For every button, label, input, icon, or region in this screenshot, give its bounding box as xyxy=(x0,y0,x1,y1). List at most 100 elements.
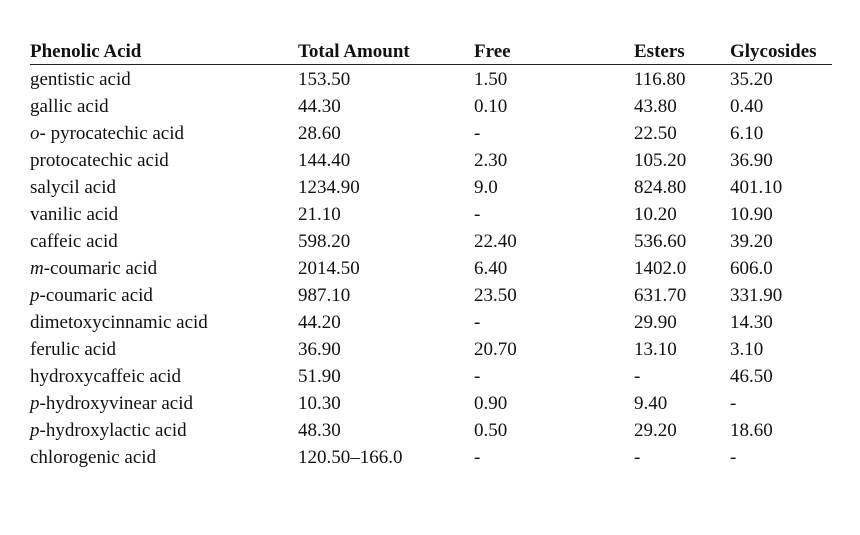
cell-acid-name: hydroxycaffeic acid xyxy=(30,366,182,387)
cell-total-amount: 51.90 xyxy=(298,366,341,387)
cell-phenolic-acid: caffeic acid xyxy=(30,228,118,255)
cell-phenolic-acid: gentistic acid xyxy=(30,66,131,93)
cell-acid-name: -coumaric acid xyxy=(39,285,153,306)
cell-free: - xyxy=(474,204,481,225)
cell-phenolic-acid: ferulic acid xyxy=(30,336,116,363)
cell-esters: 29.20 xyxy=(634,420,677,441)
header-free: Free xyxy=(474,41,511,62)
table-row: gentistic acid 153.50 1.50 116.80 35.20 xyxy=(30,66,832,93)
cell-free: 20.70 xyxy=(474,339,517,360)
cell-glycosides: 606.0 xyxy=(730,258,773,279)
cell-esters: 43.80 xyxy=(634,96,677,117)
cell-phenolic-acid: chlorogenic acid xyxy=(30,444,156,471)
cell-esters: 9.40 xyxy=(634,393,668,414)
cell-isomer-prefix: p xyxy=(30,393,40,414)
cell-phenolic-acid: gallic acid xyxy=(30,93,109,120)
cell-free: 9.0 xyxy=(474,177,498,198)
cell-total-amount: 144.40 xyxy=(298,150,351,171)
cell-free: 0.90 xyxy=(474,393,508,414)
cell-acid-name: salycil acid xyxy=(30,177,116,198)
cell-isomer-prefix: m xyxy=(30,258,44,279)
header-total-amount: Total Amount xyxy=(298,41,410,62)
table-header-row: Phenolic Acid Total Amount Free Esters G… xyxy=(30,38,832,65)
cell-esters: 824.80 xyxy=(634,177,687,198)
cell-isomer-prefix: p xyxy=(30,285,40,306)
table-row: salycil acid 1234.90 9.0 824.80 401.10 xyxy=(30,174,832,201)
cell-total-amount: 598.20 xyxy=(298,231,351,252)
cell-phenolic-acid: p-coumaric acid xyxy=(30,282,153,309)
cell-free: 23.50 xyxy=(474,285,517,306)
cell-isomer-prefix: o- xyxy=(30,123,46,144)
table-row: hydroxycaffeic acid 51.90 - - 46.50 xyxy=(30,363,832,390)
cell-esters: - xyxy=(634,447,641,468)
cell-glycosides: 0.40 xyxy=(730,96,764,117)
cell-total-amount: 48.30 xyxy=(298,420,341,441)
cell-acid-name: vanilic acid xyxy=(30,204,119,225)
cell-acid-name: -hydroxylactic acid xyxy=(39,420,187,441)
cell-phenolic-acid: m-coumaric acid xyxy=(30,255,157,282)
cell-acid-name: dimetoxycinnamic acid xyxy=(30,312,208,333)
cell-total-amount: 2014.50 xyxy=(298,258,360,279)
cell-glycosides: - xyxy=(730,447,737,468)
cell-acid-name: pyrocatechic acid xyxy=(45,123,185,144)
cell-glycosides: 36.90 xyxy=(730,150,773,171)
table-row: dimetoxycinnamic acid 44.20 - 29.90 14.30 xyxy=(30,309,832,336)
cell-esters: 22.50 xyxy=(634,123,677,144)
cell-free: - xyxy=(474,312,481,333)
cell-phenolic-acid: dimetoxycinnamic acid xyxy=(30,309,208,336)
cell-esters: 631.70 xyxy=(634,285,687,306)
cell-acid-name: protocatechic acid xyxy=(30,150,169,171)
cell-esters: 29.90 xyxy=(634,312,677,333)
table-row: m-coumaric acid 2014.50 6.40 1402.0 606.0 xyxy=(30,255,832,282)
cell-free: 0.10 xyxy=(474,96,508,117)
cell-acid-name: caffeic acid xyxy=(30,231,118,252)
table-body: gentistic acid 153.50 1.50 116.80 35.20 galli… xyxy=(30,65,832,471)
table-row: protocatechic acid 144.40 2.30 105.20 36.90 xyxy=(30,147,832,174)
header-glycosides: Glycosides xyxy=(730,41,817,62)
cell-free: 2.30 xyxy=(474,150,508,171)
cell-phenolic-acid: o- pyrocatechic acid xyxy=(30,120,184,147)
cell-total-amount: 10.30 xyxy=(298,393,341,414)
cell-free: - xyxy=(474,123,481,144)
cell-glycosides: 10.90 xyxy=(730,204,773,225)
cell-esters: 13.10 xyxy=(634,339,677,360)
header-phenolic-acid: Phenolic Acid xyxy=(30,41,142,62)
cell-glycosides: 46.50 xyxy=(730,366,773,387)
cell-phenolic-acid: vanilic acid xyxy=(30,201,118,228)
cell-glycosides: 18.60 xyxy=(730,420,773,441)
cell-phenolic-acid: protocatechic acid xyxy=(30,147,169,174)
cell-glycosides: 3.10 xyxy=(730,339,764,360)
cell-total-amount: 987.10 xyxy=(298,285,351,306)
cell-phenolic-acid: p-hydroxyvinear acid xyxy=(30,390,193,417)
cell-esters: 1402.0 xyxy=(634,258,687,279)
cell-glycosides: 401.10 xyxy=(730,177,783,198)
cell-phenolic-acid: salycil acid xyxy=(30,174,116,201)
cell-acid-name: chlorogenic acid xyxy=(30,447,157,468)
cell-acid-name: ferulic acid xyxy=(30,339,116,360)
cell-glycosides: 6.10 xyxy=(730,123,764,144)
cell-esters: 116.80 xyxy=(634,69,686,90)
table-row: p-hydroxyvinear acid 10.30 0.90 9.40 - xyxy=(30,390,832,417)
cell-glycosides: 14.30 xyxy=(730,312,773,333)
cell-free: 22.40 xyxy=(474,231,517,252)
cell-free: 6.40 xyxy=(474,258,508,279)
cell-total-amount: 21.10 xyxy=(298,204,341,225)
cell-total-amount: 44.30 xyxy=(298,96,341,117)
cell-total-amount: 44.20 xyxy=(298,312,341,333)
table-row: vanilic acid 21.10 - 10.20 10.90 xyxy=(30,201,832,228)
cell-total-amount: 120.50–166.0 xyxy=(298,447,403,468)
cell-phenolic-acid: hydroxycaffeic acid xyxy=(30,363,181,390)
table-row: o- pyrocatechic acid 28.60 - 22.50 6.10 xyxy=(30,120,832,147)
cell-esters: 105.20 xyxy=(634,150,687,171)
cell-glycosides: 331.90 xyxy=(730,285,783,306)
phenolic-acid-table: Phenolic Acid Total Amount Free Esters G… xyxy=(30,38,832,471)
cell-total-amount: 153.50 xyxy=(298,69,351,90)
cell-acid-name: -coumaric acid xyxy=(43,258,158,279)
cell-glycosides: 39.20 xyxy=(730,231,773,252)
header-esters: Esters xyxy=(634,41,685,62)
table-row: p-hydroxylactic acid 48.30 0.50 29.20 18.60 xyxy=(30,417,832,444)
cell-total-amount: 28.60 xyxy=(298,123,341,144)
cell-esters: 10.20 xyxy=(634,204,677,225)
cell-free: - xyxy=(474,366,481,387)
cell-free: 0.50 xyxy=(474,420,508,441)
